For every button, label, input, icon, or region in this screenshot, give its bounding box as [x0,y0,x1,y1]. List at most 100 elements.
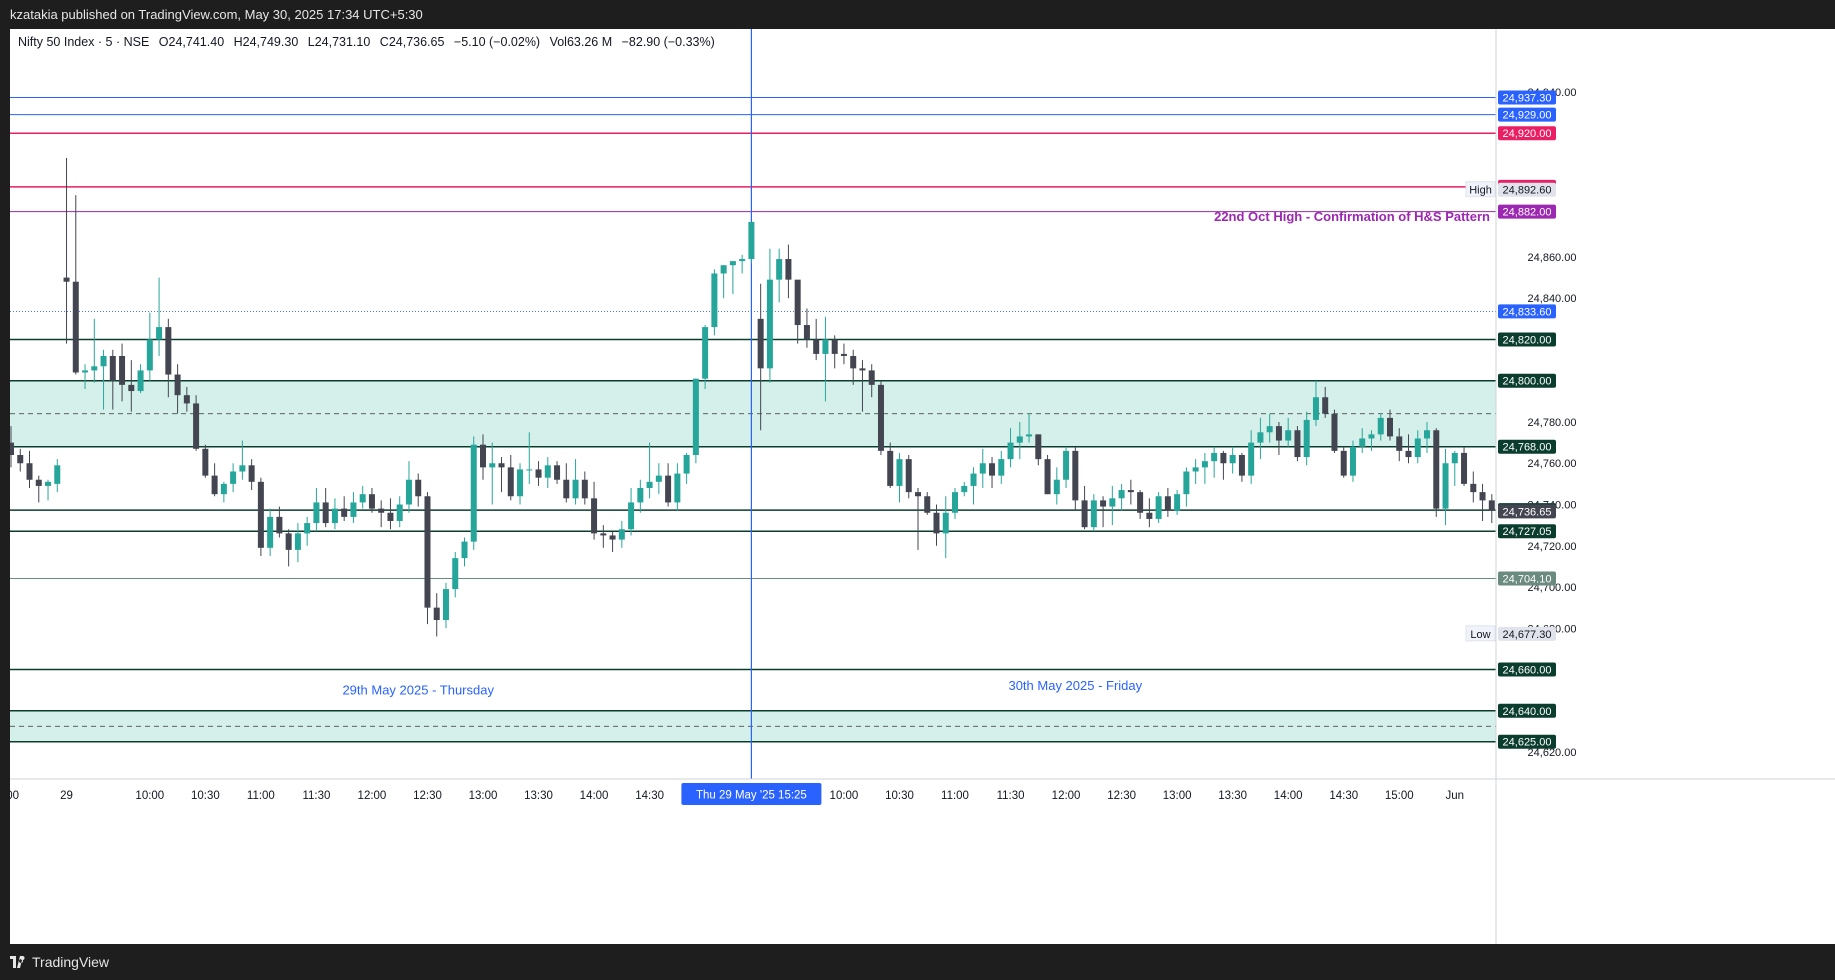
candle-body[interactable] [63,277,70,282]
candle-body[interactable] [600,533,607,536]
candle-body[interactable] [1164,496,1171,511]
candle-body[interactable] [119,355,126,385]
candle-body[interactable] [850,355,857,369]
candle-body[interactable] [45,481,52,486]
candle-body[interactable] [313,502,320,524]
candle-body[interactable] [1442,463,1449,509]
candle-body[interactable] [276,516,283,534]
candle-body[interactable] [10,442,14,455]
candle-body[interactable] [257,481,264,548]
candle-body[interactable] [341,508,348,517]
candle-body[interactable] [1192,467,1199,472]
candle-body[interactable] [794,279,801,326]
candle-body[interactable] [813,339,820,354]
candle-body[interactable] [72,281,79,373]
candle-body[interactable] [498,463,505,468]
candle-body[interactable] [859,368,866,371]
candle-body[interactable] [924,496,931,513]
candle-body[interactable] [1294,430,1301,458]
candle-body[interactable] [1368,434,1375,439]
candle-body[interactable] [1081,500,1088,528]
candle-body[interactable] [1275,426,1282,441]
candle-body[interactable] [914,492,921,497]
chart-panel[interactable]: 22nd Oct High - Confirmation of H&S Patt… [10,29,1835,944]
candle-body[interactable] [1174,494,1181,511]
candle-body[interactable] [396,504,403,522]
candle-body[interactable] [1266,426,1273,433]
candle-body[interactable] [1137,492,1144,513]
candle-body[interactable] [720,265,727,274]
candle-body[interactable] [896,459,903,486]
candle-body[interactable] [1127,490,1134,493]
candle-body[interactable] [822,339,829,354]
candle-body[interactable] [1377,417,1384,435]
candle-body[interactable] [1229,454,1236,464]
candle-body[interactable] [554,465,561,480]
candle-body[interactable] [220,483,227,495]
candle-body[interactable] [480,444,487,468]
candle-body[interactable] [285,533,292,550]
candle-body[interactable] [146,339,153,371]
candle-body[interactable] [591,498,598,534]
candle-body[interactable] [211,475,218,495]
candle-body[interactable] [415,479,422,497]
candle-body[interactable] [609,535,616,540]
candle-body[interactable] [424,496,431,608]
candle-body[interactable] [1090,500,1097,528]
candle-body[interactable] [1414,438,1421,458]
candle-body[interactable] [54,465,61,484]
candle-body[interactable] [91,366,98,371]
candle-body[interactable] [193,403,200,449]
candle-body[interactable] [1007,442,1014,460]
candle-body[interactable] [970,473,977,486]
candle-body[interactable] [766,279,773,369]
candle-body[interactable] [665,475,672,503]
candle-body[interactable] [517,469,524,497]
candle-body[interactable] [942,512,949,534]
candle-body[interactable] [739,259,746,262]
candle-body[interactable] [1063,450,1070,480]
candle-body[interactable] [387,512,394,522]
candle-body[interactable] [507,467,514,497]
candle-body[interactable] [748,221,755,260]
candle-body[interactable] [267,516,274,548]
candle-body[interactable] [1248,442,1255,476]
candle-body[interactable] [877,384,884,451]
candle-body[interactable] [711,273,718,328]
tradingview-logo[interactable]: TradingView [10,954,109,970]
legend-symbol[interactable]: Nifty 50 Index · 5 · NSE [18,35,150,49]
candle-body[interactable] [442,589,449,621]
candle-body[interactable] [887,450,894,486]
candle-body[interactable] [637,487,644,503]
candle-body[interactable] [785,259,792,280]
candle-body[interactable] [1479,492,1486,501]
candle-body[interactable] [831,339,838,354]
candle-body[interactable] [1183,471,1190,495]
candle-body[interactable] [35,479,42,486]
candle-body[interactable] [840,353,847,356]
candle-body[interactable] [294,533,301,550]
candle-body[interactable] [183,395,190,404]
candle-body[interactable] [674,473,681,503]
candle-body[interactable] [165,327,172,375]
candle-body[interactable] [156,327,163,340]
time-axis[interactable] [10,779,1835,944]
candle-body[interactable] [230,471,237,484]
candle-body[interactable] [26,463,33,480]
candle-body[interactable] [1053,479,1060,495]
candle-body[interactable] [1405,450,1412,458]
candle-body[interactable] [702,327,709,379]
candle-body[interactable] [470,444,477,542]
candle-body[interactable] [618,529,625,540]
candle-body[interactable] [933,512,940,534]
candle-body[interactable] [128,384,135,392]
candle-body[interactable] [1155,496,1162,519]
candle-body[interactable] [359,494,366,503]
candle-body[interactable] [322,502,329,524]
candle-body[interactable] [563,479,570,499]
candle-body[interactable] [526,469,533,471]
candle-body[interactable] [776,259,783,280]
candle-body[interactable] [137,370,144,392]
candle-body[interactable] [1312,397,1319,420]
candle-body[interactable] [378,508,385,513]
